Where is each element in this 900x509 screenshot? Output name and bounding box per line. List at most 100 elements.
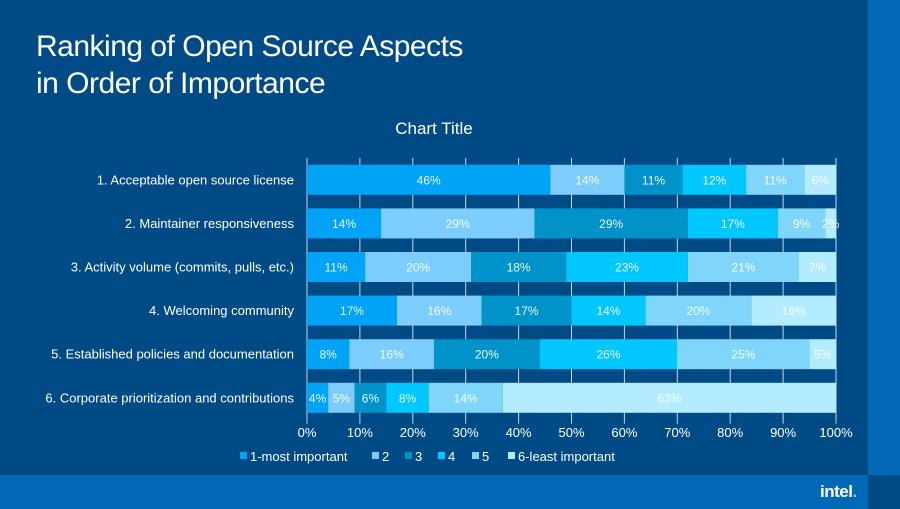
data-label: 20% [686,304,710,318]
legend-label: 5 [482,449,489,464]
data-label: 46% [417,173,441,187]
bar-segment [396,295,482,326]
category-label: 1. Acceptable open source license [97,172,294,187]
data-label: 14% [454,391,478,405]
data-label: 14% [575,173,599,187]
x-tick-label: 60% [611,425,637,440]
category-label: 5. Established policies and documentatio… [51,347,294,362]
data-label: 11% [764,173,787,187]
bar-segment [677,339,810,370]
x-tick-label: 50% [558,425,584,440]
data-label: 2% [822,217,840,231]
bar-segment [428,382,503,413]
data-label: 20% [406,261,430,275]
category-label: 6. Corporate prioritization and contribu… [45,390,294,405]
data-label: 29% [446,217,470,231]
data-label: 8% [319,348,337,362]
bar-segment [566,252,688,282]
bar-segment [624,164,683,195]
data-label: 29% [599,217,623,231]
data-label: 11% [642,173,665,187]
bar-segment [777,208,826,239]
data-label: 16% [782,304,806,318]
data-label: 17% [340,304,364,318]
data-label: 21% [731,261,755,275]
legend-label: 3 [415,449,422,464]
x-tick-label: 0% [298,425,317,440]
legend-label: 2 [382,449,389,464]
data-label: 8% [399,391,417,405]
data-label: 18% [507,261,531,275]
data-label: 17% [721,217,745,231]
data-label: 5% [333,391,351,405]
bar-segment [307,208,382,239]
bar-segment [307,164,551,195]
data-label: 5% [814,348,832,362]
legend-swatch [405,452,412,459]
x-tick-label: 30% [453,425,479,440]
data-label: 4% [309,391,327,405]
x-tick-label: 90% [770,425,796,440]
bar-segment [354,382,387,413]
footer-corner [868,475,900,509]
data-label: 12% [702,173,726,187]
bar-segment [550,164,625,195]
category-label: 4. Welcoming community [149,303,294,318]
bar-segment [328,382,355,413]
data-label: 16% [380,348,404,362]
bar-segment [539,339,678,370]
x-tick-label: 20% [400,425,426,440]
data-label: 25% [731,348,755,362]
bar-segment [687,208,778,239]
slide-title-line2: in Order of Importance [36,67,326,100]
category-label: 3. Activity volume (commits, pulls, etc.… [71,260,294,275]
legend-label: 4 [448,449,455,464]
data-label: 63% [657,391,681,405]
legend-swatch [240,452,247,459]
x-tick-label: 80% [717,425,743,440]
slide-title: Ranking of Open Source Aspects in Order … [36,28,463,102]
data-label: 20% [475,348,499,362]
bar-segment [307,339,350,370]
bar-segment [645,295,752,326]
intel-logo: intel. [820,482,857,501]
bar-segment [386,382,429,413]
bar-segment [433,339,540,370]
bar-segment [349,339,434,370]
bar-segment [470,252,567,282]
bar-segment [502,382,836,413]
x-tick-label: 10% [347,425,373,440]
data-label: 14% [332,217,356,231]
footer-bar [0,475,868,509]
legend-swatch [438,452,445,459]
bar-segment [809,339,836,370]
data-label: 6% [362,391,380,405]
legend-swatch [472,452,479,459]
bar-segment [751,295,836,326]
side-strip [868,0,900,475]
data-label: 17% [515,304,539,318]
bar-segment [746,164,805,195]
bar-segment [571,295,646,326]
bar-segment [307,295,397,326]
bar-segment [825,208,836,239]
bar-segment [365,252,471,282]
data-label: 16% [427,304,451,318]
bar-segment [307,252,366,282]
bar-segment [682,164,747,195]
data-label: 23% [615,261,639,275]
bar-segment [534,208,688,239]
legend-swatch [508,452,515,459]
data-label: 7% [809,261,827,275]
data-label: 9% [793,217,811,231]
legend-label: 1-most important [250,449,348,464]
category-label: 2. Maintainer responsiveness [125,216,295,231]
bar-segment [804,164,836,195]
x-tick-label: 40% [506,425,532,440]
data-label: 11% [325,261,348,275]
x-tick-label: 70% [664,425,690,440]
x-tick-label: 100% [819,425,853,440]
slide-title-line1: Ranking of Open Source Aspects [36,30,463,63]
data-label: 6% [811,173,829,187]
